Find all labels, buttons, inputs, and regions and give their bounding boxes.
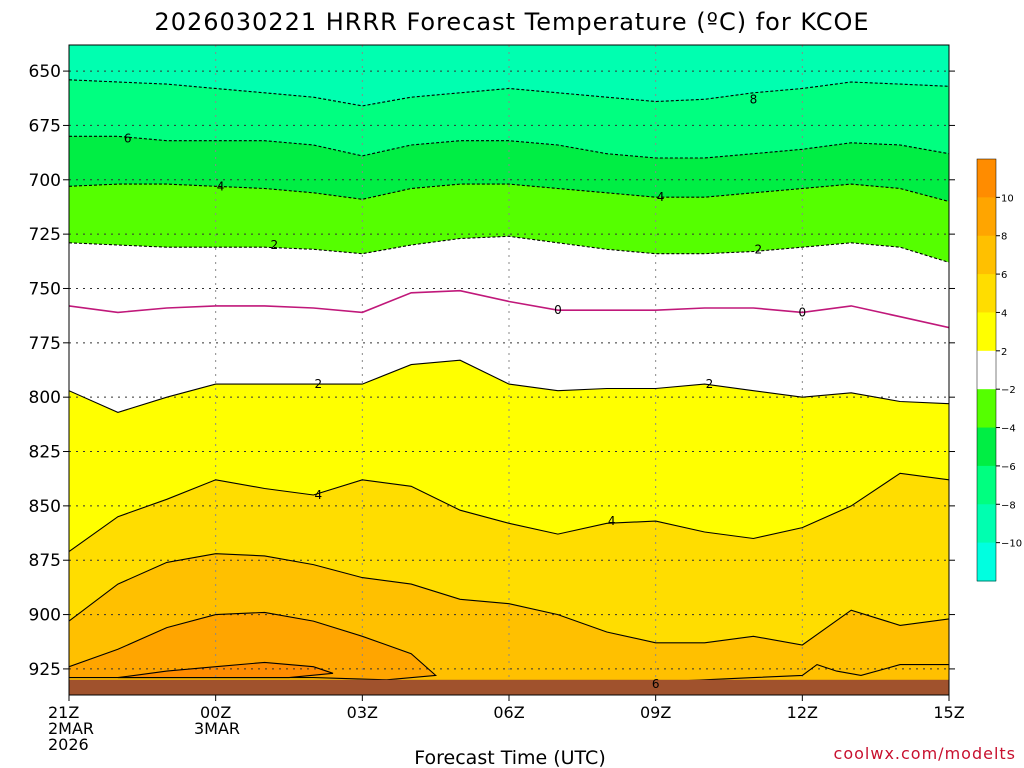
colorbar-swatch [977, 235, 996, 275]
colorbar-label: −10 [1001, 539, 1022, 550]
y-tick-label: 925 [29, 660, 61, 680]
surface-ground [69, 679, 949, 695]
y-tick-label: 850 [29, 497, 61, 517]
chart-title: 2026030221 HRRR Forecast Temperature (ºC… [154, 8, 869, 36]
contour-label: 2 [706, 377, 714, 391]
contour-label: 4 [315, 488, 323, 502]
contour-label: 2 [755, 242, 763, 256]
contour-label: 4 [217, 179, 225, 193]
colorbar-swatch [977, 274, 996, 313]
contour-line [69, 79, 949, 107]
contour-label: 0 [554, 303, 562, 317]
contour-line [69, 472, 949, 552]
x-tick-label: 3MAR [194, 719, 240, 738]
y-tick-label: 875 [29, 551, 61, 571]
x-axis-label: Forecast Time (UTC) [414, 747, 605, 768]
colorbar-label: 6 [1001, 270, 1007, 281]
contour-line [69, 553, 949, 646]
x-tick-label: 15Z [933, 703, 964, 722]
colorbar-legend: 10 8 6 4 2 −2 −4 −6 −8 −10 [976, 158, 1022, 582]
colorbar-label: 10 [1001, 193, 1014, 204]
plot-area: 8 6 4 4 2 2 0 0 2 2 4 4 6 [68, 44, 950, 696]
colorbar-label: 8 [1001, 232, 1007, 243]
y-tick-label: 800 [29, 388, 61, 408]
x-tick-label: 09Z [640, 703, 671, 722]
x-tick-label: 2026 [48, 735, 89, 754]
contour-label: 6 [652, 677, 660, 691]
y-tick-label: 775 [29, 334, 61, 354]
colorbar-label: −6 [1001, 462, 1016, 473]
x-tick-label: 21Z [48, 703, 79, 722]
colorbar-swatch [977, 427, 996, 467]
colorbar-label: −2 [1001, 385, 1016, 396]
band-fill [117, 662, 334, 678]
contour-label: 2 [315, 377, 323, 391]
x-tick-label: 2MAR [48, 719, 94, 738]
colorbar-label: −4 [1001, 424, 1016, 435]
x-tick-label: 06Z [493, 703, 524, 722]
colorbar-swatch [977, 350, 996, 390]
colorbar-label: 2 [1001, 347, 1007, 358]
contour-labels: 8 6 4 4 2 2 0 0 2 2 4 4 6 [124, 92, 807, 691]
colorbar-swatch [977, 159, 996, 198]
y-tick-label: 750 [29, 279, 61, 299]
colorbar-swatch [977, 197, 996, 237]
contour-label: 2 [271, 238, 279, 252]
x-tick-label: 00Z [200, 703, 231, 722]
x-tick-label: 12Z [787, 703, 818, 722]
contour-line [69, 235, 949, 263]
contour-label: 6 [124, 131, 132, 145]
band-fill [69, 45, 949, 106]
credit-link[interactable]: coolwx.com/modelts [834, 744, 1016, 763]
contour-line [69, 289, 949, 329]
contour-line [69, 359, 949, 413]
colorbar-swatch [977, 389, 996, 429]
contour-label: 4 [657, 190, 665, 204]
y-tick-label: 650 [29, 62, 61, 82]
y-tick-label: 725 [29, 225, 61, 245]
contour-label: 0 [799, 305, 807, 319]
contour-line [69, 135, 949, 159]
y-tick-label: 825 [29, 443, 61, 463]
colorbar-swatch [977, 542, 996, 582]
y-tick-label: 900 [29, 606, 61, 626]
colorbar-label: 4 [1001, 308, 1007, 319]
contour-lines [69, 79, 949, 685]
colorbar-swatch [977, 504, 996, 544]
plot-fill-group [69, 45, 949, 695]
colorbar-frame [976, 158, 997, 582]
band-fill [69, 612, 436, 680]
y-tick-label: 700 [29, 171, 61, 191]
contour-label: 4 [608, 514, 616, 528]
colorbar-swatch [977, 465, 996, 505]
contour-line [117, 661, 334, 679]
y-tick-label: 675 [29, 116, 61, 136]
contour-label: 8 [750, 92, 758, 106]
colorbar-label: −8 [1001, 500, 1016, 511]
contour-line [69, 183, 949, 203]
colorbar-swatch [977, 312, 996, 352]
x-tick-label: 03Z [347, 703, 378, 722]
